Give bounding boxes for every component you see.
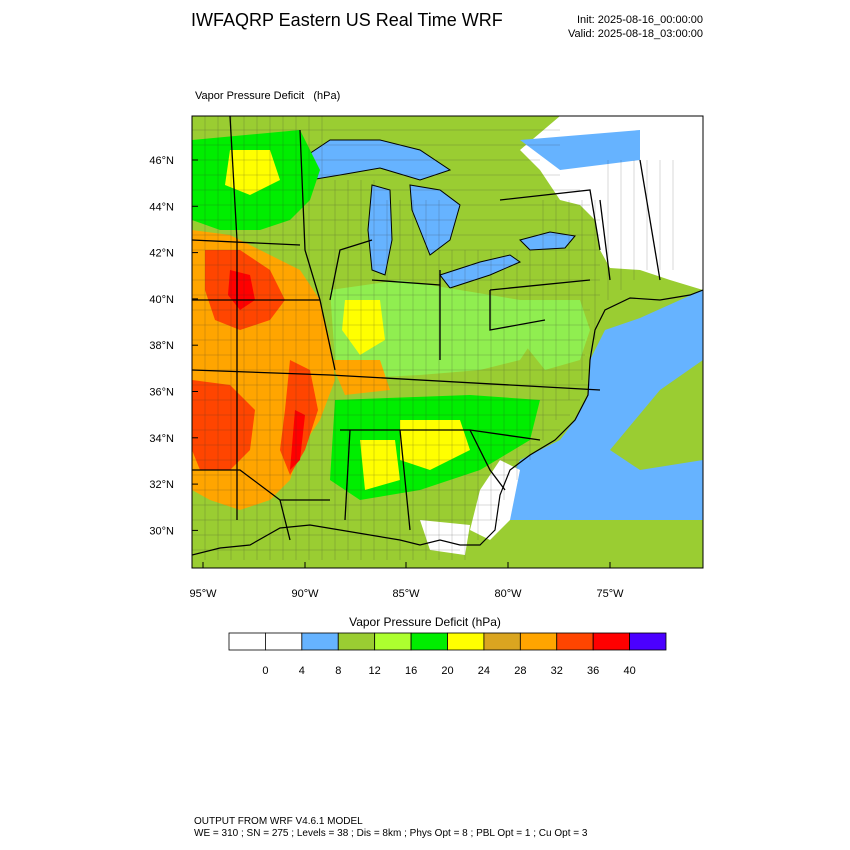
southern-sea-zone — [470, 520, 703, 568]
gulf-of-mexico — [192, 535, 470, 568]
longitude-axis: 95°W 90°W 85°W 80°W 75°W — [189, 562, 624, 600]
lat-label: 42°N — [149, 248, 174, 260]
footer-line-1: OUTPUT FROM WRF V4.6.1 MODEL — [194, 816, 363, 827]
valid-time: Valid: 2025-08-18_03:00:00 — [568, 28, 703, 40]
plot-title: IWFAQRP Eastern US Real Time WRF — [191, 10, 503, 30]
colorbar-swatch — [374, 632, 412, 651]
colorbar-tick-label: 0 — [262, 665, 268, 677]
state-borders — [192, 116, 661, 541]
field-label: Vapor Pressure Deficit (hPa) — [195, 90, 341, 102]
lat-label: 44°N — [149, 201, 174, 213]
colorbar-tick-label: 24 — [478, 665, 490, 677]
colorbar-title: Vapor Pressure Deficit (hPa) — [349, 615, 501, 629]
colorbar-swatch — [337, 632, 376, 651]
init-valid-times: Init: 2025-08-16_00:00:00 Valid: 2025-08… — [568, 13, 703, 41]
colorbar-tick-label: 32 — [551, 665, 563, 677]
init-time: Init: 2025-08-16_00:00:00 — [577, 14, 703, 26]
lat-label: 46°N — [149, 155, 174, 167]
lon-label: 85°W — [392, 588, 420, 600]
colorbar: 0 4 8 12 16 20 24 28 32 36 40 — [228, 632, 667, 677]
map-frame — [191, 115, 704, 569]
colorbar-swatch — [301, 632, 339, 651]
colorbar-swatch — [447, 632, 485, 651]
alabama-yellow — [360, 440, 400, 490]
minnesota-yellow — [225, 150, 280, 195]
colorbar-tick-label: 36 — [587, 665, 599, 677]
model-info-footer: OUTPUT FROM WRF V4.6.1 MODEL WE = 310 ; … — [194, 816, 587, 840]
colorbar-tick-label: 40 — [623, 665, 635, 677]
lon-label: 80°W — [494, 588, 522, 600]
canada-blue-zone — [520, 130, 640, 170]
colorbar-swatch — [556, 632, 594, 651]
colorbar-swatch — [519, 632, 558, 651]
colorbar-tick-label: 12 — [369, 665, 381, 677]
colorbar-swatch — [483, 632, 521, 651]
lat-label: 36°N — [149, 387, 174, 399]
panhandle-low-vpd — [420, 520, 470, 555]
coastlines — [192, 289, 703, 556]
ohio-valley-zone — [330, 280, 540, 378]
map-field — [192, 116, 703, 568]
illinois-yellow — [342, 300, 385, 355]
kentucky-orange — [330, 360, 390, 395]
latitude-axis: 46°N 44°N 42°N 40°N 38°N 36°N 34°N 32°N 30°N — [149, 155, 198, 537]
colorbar-swatch — [228, 632, 266, 651]
lat-label: 32°N — [149, 479, 174, 491]
colorbar-tick-label: 20 — [441, 665, 453, 677]
mississippi-peak — [290, 410, 305, 470]
lake-ontario — [519, 231, 576, 251]
colorbar-tick-label: 16 — [405, 665, 417, 677]
lon-label: 75°W — [596, 588, 624, 600]
colorbar-swatch — [410, 632, 448, 651]
lake-erie — [439, 254, 522, 289]
lon-label: 95°W — [189, 588, 217, 600]
arkansas-zone — [192, 380, 255, 470]
colorbar-tick-label: 28 — [514, 665, 526, 677]
lat-label: 30°N — [149, 525, 174, 537]
colorbar-swatch — [265, 632, 303, 651]
lat-label: 34°N — [149, 433, 174, 445]
lon-label: 90°W — [291, 588, 319, 600]
colorbar-tick-label: 8 — [335, 665, 341, 677]
colorbar-swatch — [592, 632, 630, 651]
offshore-zone — [610, 360, 703, 470]
footer-line-2: WE = 310 ; SN = 275 ; Levels = 38 ; Dis … — [194, 828, 588, 839]
mid-atlantic-zone — [520, 300, 590, 370]
lat-label: 38°N — [149, 340, 174, 352]
lat-label: 40°N — [149, 294, 174, 306]
colorbar-tick-label: 4 — [299, 665, 305, 677]
colorbar-swatch — [629, 632, 667, 651]
